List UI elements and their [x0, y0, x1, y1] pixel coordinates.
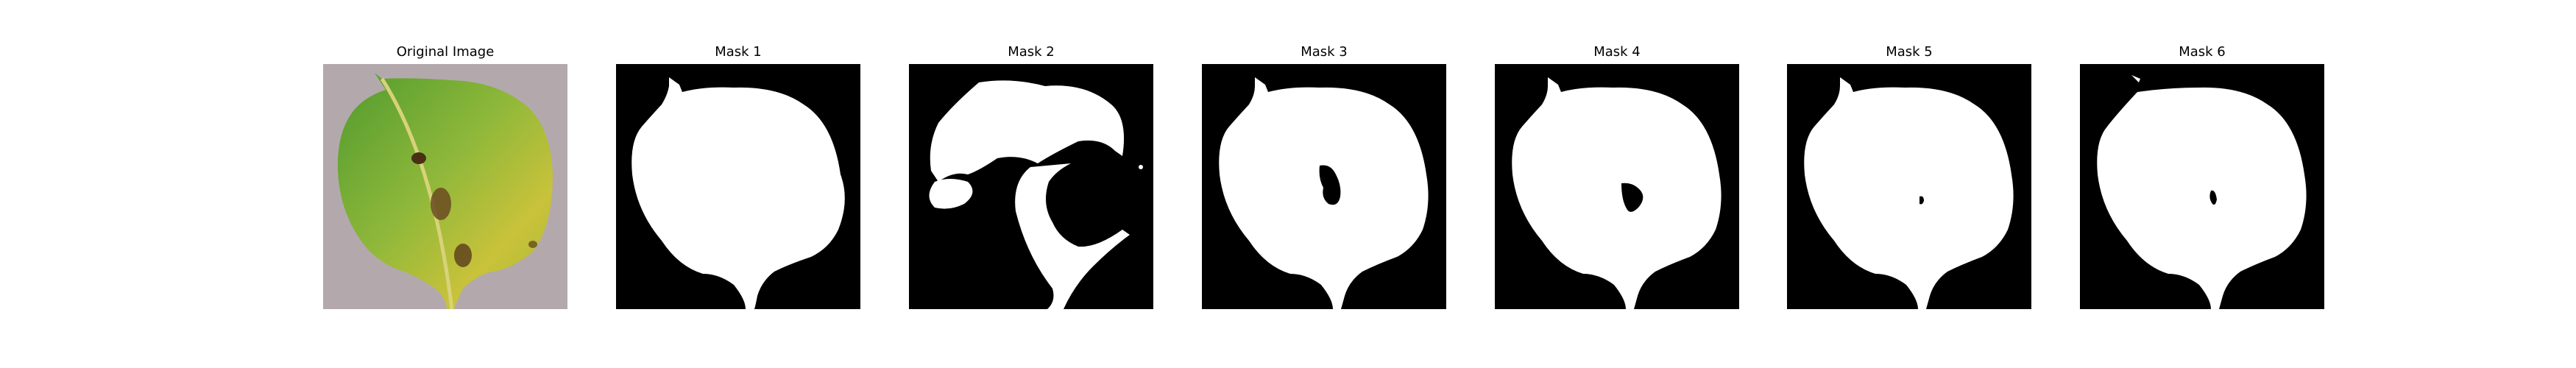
mask-4-image [1495, 64, 1739, 309]
original-leaf-image [323, 64, 567, 309]
panel-original-image: Original Image [323, 0, 567, 368]
mask-5-image [1787, 64, 2031, 309]
panel-mask-2: Mask 2 [909, 0, 1153, 368]
panel-title: Mask 2 [1008, 44, 1055, 60]
panel-mask-4: Mask 4 [1495, 0, 1739, 368]
mask-1-image [616, 64, 860, 309]
panel-title: Mask 6 [2179, 44, 2226, 60]
panel-mask-5: Mask 5 [1787, 0, 2031, 368]
panel-title: Mask 4 [1593, 44, 1641, 60]
panel-mask-3: Mask 3 [1202, 0, 1446, 368]
panel-title: Mask 3 [1301, 44, 1348, 60]
panel-mask-6: Mask 6 [2080, 0, 2324, 368]
panel-title: Original Image [396, 44, 495, 60]
panel-title: Mask 5 [1886, 44, 1933, 60]
mask-6-image [2080, 64, 2324, 309]
panel-title: Mask 1 [715, 44, 762, 60]
mask-3-image [1202, 64, 1446, 309]
mask-2-image [909, 64, 1153, 309]
panel-mask-1: Mask 1 [616, 0, 860, 368]
